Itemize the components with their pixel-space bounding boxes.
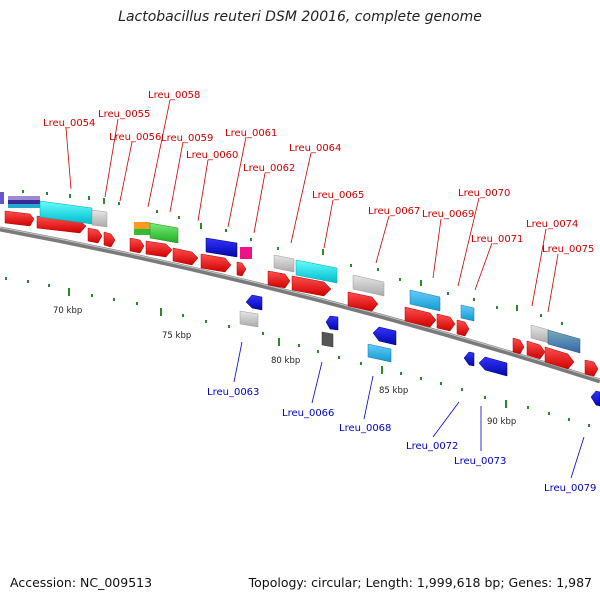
feature-block[interactable] — [0, 192, 4, 204]
reverse-cds-arrow[interactable] — [325, 315, 339, 331]
gene-label[interactable]: Lreu_0073 — [454, 456, 506, 467]
feature-block[interactable] — [321, 331, 334, 348]
cds-arrow[interactable] — [103, 231, 116, 248]
feature-block[interactable] — [530, 324, 550, 344]
scale-tick-label: 70 kbp — [53, 306, 82, 316]
scale-tick-label: 80 kbp — [271, 356, 300, 366]
reverse-cds-arrow[interactable] — [478, 356, 508, 377]
scale-tick-label: 85 kbp — [379, 386, 408, 396]
gene-label[interactable]: Lreu_0067 — [368, 206, 420, 217]
gene-label[interactable]: Lreu_0072 — [406, 441, 458, 452]
gene-label[interactable]: Lreu_0071 — [471, 234, 523, 245]
reverse-cds-arrow[interactable] — [245, 294, 263, 311]
gene-label[interactable]: Lreu_0074 — [526, 219, 578, 230]
feature-block[interactable] — [134, 222, 150, 230]
cds-arrow[interactable] — [404, 306, 437, 328]
scale-tick-label: 75 kbp — [162, 331, 191, 341]
scale-tick-label: 90 kbp — [487, 417, 516, 427]
gene-label[interactable]: Lreu_0054 — [43, 118, 95, 129]
cds-arrow[interactable] — [512, 337, 525, 355]
gene-label[interactable]: Lreu_0065 — [312, 190, 364, 201]
cds-arrow[interactable] — [436, 313, 456, 332]
gene-label[interactable]: Lreu_0064 — [289, 143, 341, 154]
topology-text: Topology: circular; Length: 1,999,618 bp… — [248, 575, 592, 590]
reverse-cds-arrow[interactable] — [463, 351, 475, 367]
forward-feature-row — [0, 192, 581, 354]
gene-label[interactable]: Lreu_0059 — [161, 133, 213, 144]
cds-arrow[interactable] — [87, 227, 103, 244]
top-gene-labels: Lreu_0054 Lreu_0055 Lreu_0056 Lreu_0058 … — [43, 90, 594, 313]
gene-label[interactable]: Lreu_0056 — [109, 132, 161, 143]
feature-block[interactable] — [460, 304, 475, 322]
cds-arrow[interactable] — [584, 359, 599, 377]
cds-arrow[interactable] — [4, 210, 35, 227]
cds-arrow[interactable] — [145, 240, 173, 258]
cds-arrow[interactable] — [267, 270, 291, 289]
gene-label[interactable]: Lreu_0066 — [282, 408, 334, 419]
reverse-cds-arrow[interactable] — [590, 390, 600, 407]
feature-block[interactable] — [367, 343, 392, 363]
gene-label[interactable]: Lreu_0068 — [339, 423, 391, 434]
feature-block[interactable] — [239, 310, 259, 328]
scale-labels: 70 kbp 75 kbp 80 kbp 85 kbp 90 kbp — [53, 306, 516, 427]
feature-block[interactable] — [8, 200, 40, 204]
feature-block[interactable] — [134, 229, 150, 235]
reverse-feature-row — [239, 294, 600, 407]
cds-arrow[interactable] — [526, 340, 546, 360]
gene-label[interactable]: Lreu_0055 — [98, 109, 150, 120]
cds-arrow[interactable] — [129, 237, 145, 254]
gene-label[interactable]: Lreu_0079 — [544, 483, 596, 494]
genome-backbone-highlight — [0, 227, 600, 380]
forward-cds-row — [4, 210, 599, 377]
cds-arrow[interactable] — [456, 319, 470, 337]
accession-text: Accession: NC_009513 — [10, 575, 153, 590]
bottom-gene-labels: Lreu_0063 Lreu_0066 Lreu_0068 Lreu_0072 … — [207, 341, 596, 494]
feature-block[interactable] — [8, 204, 40, 208]
cds-arrow[interactable] — [347, 291, 379, 312]
bottom-tick-marks — [5, 277, 590, 427]
feature-block[interactable] — [295, 259, 338, 284]
feature-block[interactable] — [352, 274, 385, 297]
cds-arrow[interactable] — [236, 261, 247, 277]
gene-label[interactable]: Lreu_0075 — [542, 244, 594, 255]
cds-arrow[interactable] — [544, 346, 575, 370]
map-title: Lactobacillus reuteri DSM 20016, complet… — [118, 9, 482, 25]
feature-block[interactable] — [205, 237, 238, 258]
gene-label[interactable]: Lreu_0062 — [243, 163, 295, 174]
gene-label[interactable]: Lreu_0060 — [186, 150, 238, 161]
feature-block[interactable] — [273, 254, 295, 273]
reverse-cds-arrow[interactable] — [372, 326, 397, 346]
feature-block[interactable] — [8, 196, 40, 200]
feature-block[interactable] — [149, 222, 179, 244]
cds-arrow[interactable] — [172, 247, 199, 266]
gene-label[interactable]: Lreu_0061 — [225, 128, 277, 139]
cds-arrow[interactable] — [291, 275, 332, 297]
feature-block[interactable] — [409, 289, 441, 312]
gene-label[interactable]: Lreu_0058 — [148, 90, 200, 101]
feature-block[interactable] — [240, 247, 252, 259]
top-tick-marks — [22, 190, 563, 325]
genome-backbone — [0, 226, 600, 384]
cds-arrow[interactable] — [200, 253, 232, 273]
feature-block[interactable] — [91, 209, 108, 228]
gene-label[interactable]: Lreu_0070 — [458, 188, 510, 199]
gene-label[interactable]: Lreu_0063 — [207, 387, 259, 398]
feature-block[interactable] — [547, 329, 581, 354]
gene-label[interactable]: Lreu_0069 — [422, 209, 474, 220]
